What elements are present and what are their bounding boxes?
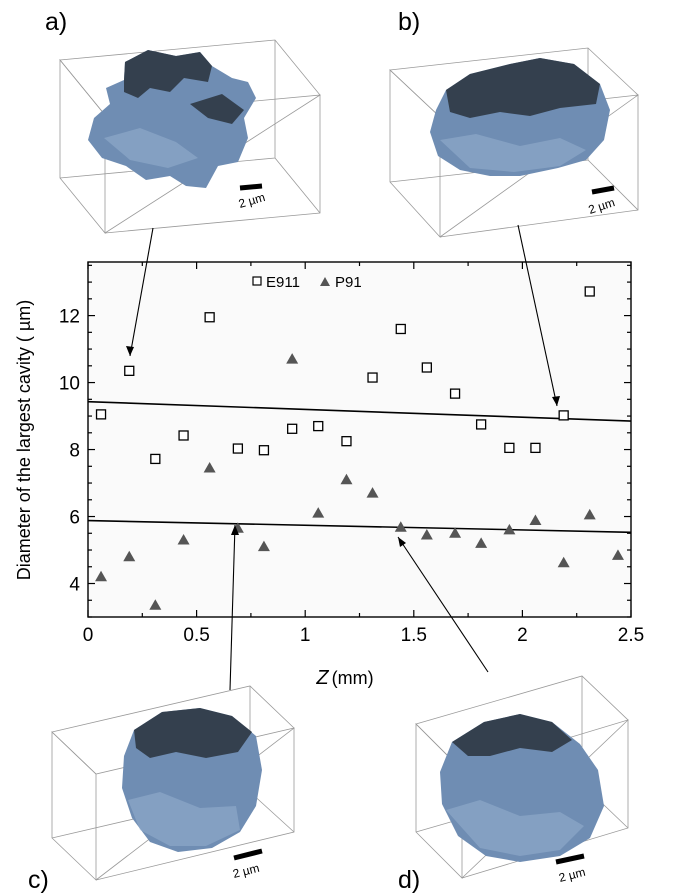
point-e911 <box>475 419 487 430</box>
trend-line-1 <box>87 400 632 422</box>
arrow-c <box>229 524 236 691</box>
point-p91 <box>177 533 190 545</box>
point-e911 <box>584 286 595 297</box>
y-axis-title: Diameter of the largest cavity ( µm) <box>14 300 34 580</box>
scale-bar-d: 2 µm <box>555 853 587 885</box>
x-tick-label: 1 <box>300 625 311 646</box>
point-p91 <box>340 473 353 485</box>
point-p91 <box>583 508 596 520</box>
point-e911 <box>367 372 378 383</box>
point-p91 <box>203 461 216 473</box>
point-e911 <box>530 442 541 454</box>
legend: E911 P91 <box>252 274 362 291</box>
legend-marker-e911 <box>252 276 262 286</box>
point-p91 <box>503 523 516 535</box>
point-e911 <box>449 388 461 399</box>
cavity-blob-d <box>440 714 604 862</box>
point-p91 <box>420 528 433 540</box>
trend-line-2 <box>87 519 632 534</box>
point-e911 <box>258 445 270 456</box>
point-e911 <box>395 323 406 335</box>
point-p91 <box>394 521 407 532</box>
point-e911 <box>232 443 244 454</box>
arrow-d <box>397 536 489 673</box>
scale-bar-b: 2 µm <box>587 185 617 217</box>
point-e911 <box>124 365 135 376</box>
point-e911 <box>313 420 324 432</box>
arrow-b <box>517 224 558 407</box>
bounding-box-a <box>59 39 321 235</box>
scale-bar-label-d: 2 µm <box>557 865 587 885</box>
x-tick-label: 1.5 <box>401 625 427 646</box>
x-tick-label: 2.5 <box>618 625 644 646</box>
cavity-render-d: 2 µm d) <box>398 675 629 894</box>
cavity-diameter-chart: 0 0.5 1 1.5 2 2.5 4 6 8 10 12 E911 P91 Diameter o… <box>14 261 644 689</box>
annotation-arrows <box>126 224 560 691</box>
point-p91 <box>149 599 162 610</box>
trend-lines <box>87 400 632 534</box>
point-e911 <box>95 409 107 420</box>
y-axis-ticks: 4 6 8 10 12 <box>59 264 631 618</box>
point-e911 <box>150 453 161 465</box>
point-p91 <box>95 570 108 582</box>
cavity-render-c: 2 µm c) <box>28 685 295 894</box>
panel-label-d: d) <box>398 866 420 894</box>
plot-area <box>87 261 632 618</box>
cavity-blob-b <box>430 58 610 176</box>
y-tick-label: 12 <box>59 307 80 328</box>
cavity-render-a: 2 µm a) <box>45 8 321 235</box>
point-p91 <box>475 537 488 548</box>
x-tick-label: 2 <box>517 625 528 646</box>
x-tick-label: 0 <box>83 625 94 646</box>
panel-label-c: c) <box>28 866 49 894</box>
scale-bar-label-a: 2 µm <box>237 190 267 211</box>
scale-bar-label-c: 2 µm <box>231 861 261 881</box>
cavity-blob-c <box>122 708 262 852</box>
point-p91 <box>366 487 379 498</box>
y-tick-label: 10 <box>59 374 80 395</box>
point-p91 <box>286 353 299 364</box>
cavity-blob-a <box>88 50 256 188</box>
point-p91 <box>123 550 136 562</box>
point-p91 <box>257 540 270 552</box>
x-tick-label: 0.5 <box>183 625 209 646</box>
point-p91 <box>529 514 542 526</box>
x-axis-ticks: 0 0.5 1 1.5 2 2.5 <box>83 262 644 646</box>
point-e911 <box>421 362 432 373</box>
point-e911 <box>558 410 569 421</box>
point-e911 <box>341 436 352 447</box>
cavity-render-b: 2 µm b) <box>389 8 639 239</box>
y-tick-label: 6 <box>69 508 80 529</box>
point-p91 <box>611 549 624 560</box>
x-axis-variable: Z <box>315 667 329 689</box>
scale-bar-a: 2 µm <box>237 183 267 211</box>
panel-label-b: b) <box>398 8 420 36</box>
point-p91 <box>557 556 570 568</box>
point-p91 <box>449 527 462 538</box>
x-axis-unit: (mm) <box>332 668 374 688</box>
y-tick-label: 4 <box>69 575 80 596</box>
data-points <box>95 286 624 610</box>
scale-bar-c: 2 µm <box>231 848 263 881</box>
y-tick-label: 8 <box>69 441 80 462</box>
x-axis-title: Z (mm) <box>315 667 373 689</box>
legend-marker-p91 <box>320 277 330 286</box>
arrow-a <box>129 227 154 357</box>
legend-label-e911: E911 <box>266 274 300 291</box>
point-p91 <box>312 507 325 518</box>
point-e911 <box>287 423 298 434</box>
panel-label-a: a) <box>45 8 67 36</box>
point-e911 <box>178 430 189 441</box>
legend-label-p91: P91 <box>335 274 362 291</box>
point-e911 <box>204 312 215 323</box>
point-e911 <box>504 442 515 454</box>
